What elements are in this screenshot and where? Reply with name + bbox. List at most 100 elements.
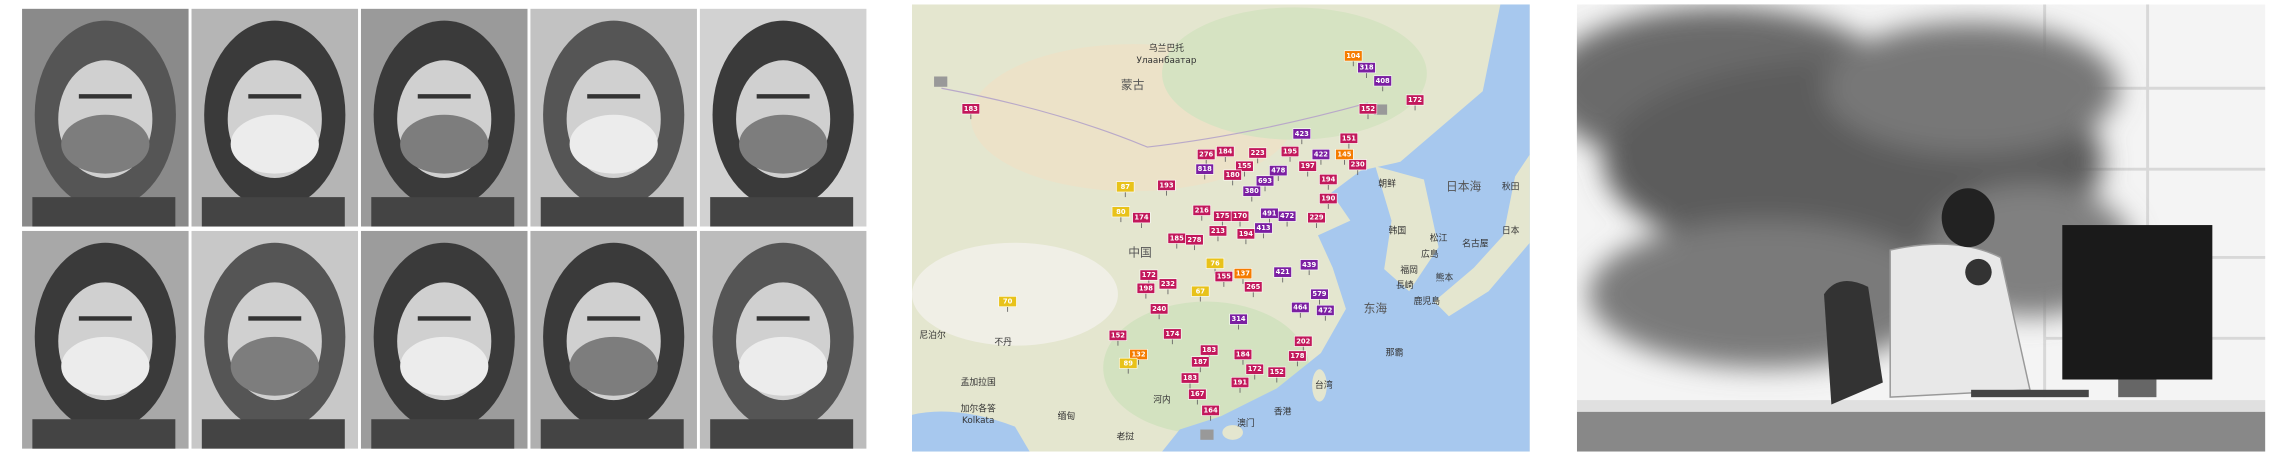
aqi-marker: 67 — [1191, 285, 1210, 302]
aqi-marker: 223 — [1248, 147, 1267, 164]
aqi-value: 172 — [1408, 96, 1422, 104]
mask — [400, 114, 489, 174]
aqi-value: 183 — [1183, 374, 1197, 382]
marker-badge — [1150, 303, 1169, 315]
aqi-value: 472 — [1280, 212, 1294, 220]
shoulders — [371, 419, 515, 449]
aqi-value: 193 — [1159, 181, 1173, 189]
aqi-marker: 132 — [1129, 349, 1148, 365]
aqi-value: 232 — [1161, 280, 1175, 288]
aqi-marker: 155 — [1214, 271, 1233, 287]
aqi-value: 213 — [1211, 227, 1225, 235]
aqi-marker: 180 — [1223, 169, 1242, 186]
aqi-value: 478 — [1271, 167, 1285, 175]
aqi-marker: 187 — [1191, 356, 1210, 373]
marker-badge — [1236, 228, 1256, 240]
map-label: 名古屋 — [1462, 238, 1489, 250]
face-photo — [530, 230, 697, 449]
eyes — [587, 94, 641, 99]
map-label: 中国 — [1128, 246, 1152, 260]
map-label: 広島 — [1421, 248, 1439, 260]
marker-badge — [1357, 62, 1376, 74]
aqi-marker: 265 — [1244, 281, 1263, 298]
eyes — [78, 316, 132, 321]
aqi-value: 422 — [1314, 150, 1328, 158]
aqi-marker: 693 — [1255, 175, 1275, 192]
aqi-value: 194 — [1239, 230, 1253, 238]
marker-badge — [998, 296, 1017, 307]
aqi-marker: 137 — [1233, 268, 1253, 284]
marker-badge — [1116, 181, 1135, 193]
aqi-marker: 464 — [1291, 301, 1310, 318]
marker-badge — [1255, 175, 1275, 187]
aqi-value: 230 — [1351, 161, 1365, 169]
marker-badge — [1197, 149, 1216, 160]
aqi-marker: 194 — [1319, 174, 1338, 190]
aqi-marker: 195 — [1280, 146, 1300, 162]
aqi-value: 180 — [1226, 171, 1240, 179]
aqi-value: 195 — [1283, 148, 1297, 156]
marker-badge — [1129, 349, 1148, 360]
aqi-marker: 184 — [1216, 146, 1235, 162]
aqi-value: 191 — [1233, 378, 1247, 386]
shoulders — [201, 419, 345, 449]
marker-badge — [1201, 404, 1220, 416]
marker-badge — [1280, 146, 1300, 157]
aqi-marker: 579 — [1310, 288, 1329, 305]
mask — [569, 114, 658, 174]
marker-badge — [1291, 301, 1310, 313]
map-label: 尼泊尔 — [919, 329, 946, 341]
marker-badge — [1245, 363, 1264, 375]
map-label: 日本 — [1502, 224, 1520, 236]
hainan — [1222, 425, 1243, 440]
marker-badge — [1158, 278, 1178, 290]
taiwan — [1312, 369, 1327, 402]
border — [941, 87, 1369, 148]
aqi-marker: 104 — [1344, 50, 1363, 67]
marker-badge — [1192, 204, 1211, 216]
marker-badge — [1311, 149, 1331, 160]
marker-badge — [1358, 103, 1378, 115]
face-photo — [530, 8, 697, 227]
marker-badge — [1230, 210, 1250, 222]
marker-badge — [1316, 304, 1335, 316]
aqi-value: 87 — [1121, 183, 1131, 191]
marker-badge — [1335, 149, 1354, 160]
face-photo — [191, 8, 359, 227]
aqi-marker: 478 — [1269, 165, 1288, 181]
map-label: 台湾 — [1315, 379, 1333, 391]
aqi-marker: 174 — [1163, 328, 1182, 345]
map-label: 香港 — [1274, 405, 1292, 417]
no-data-pin — [934, 76, 948, 87]
aqi-marker: 87 — [1116, 181, 1135, 198]
aqi-value: 464 — [1293, 303, 1307, 311]
aqi-marker: 232 — [1158, 278, 1178, 295]
marker-badge — [1248, 147, 1267, 159]
marker-badge — [1132, 212, 1151, 224]
aqi-value: 318 — [1359, 64, 1373, 72]
marker-badge — [1235, 160, 1254, 172]
map-label: Kolkata — [962, 416, 994, 426]
aqi-value: 172 — [1142, 271, 1156, 279]
map-label: 朝鲜 — [1378, 177, 1396, 189]
mask — [739, 336, 828, 396]
aqi-marker: 193 — [1157, 179, 1176, 196]
aqi-value: 164 — [1204, 406, 1218, 414]
aqi-marker: 183 — [1180, 372, 1200, 389]
eyes — [417, 94, 471, 99]
shoulders — [710, 419, 854, 449]
marker-badge — [1242, 185, 1261, 197]
eyes — [248, 316, 302, 321]
aqi-marker: 164 — [1201, 404, 1220, 421]
map-label: 澳门 — [1237, 417, 1255, 429]
map-label: 老挝 — [1116, 430, 1134, 442]
face-photo — [191, 230, 359, 449]
faces-grid — [22, 8, 867, 449]
marker-badge — [1180, 372, 1200, 384]
shoulders — [32, 419, 176, 449]
marker-badge — [1163, 328, 1182, 340]
mask — [739, 114, 828, 174]
map-label: 那霸 — [1386, 348, 1404, 359]
mask — [230, 336, 319, 396]
